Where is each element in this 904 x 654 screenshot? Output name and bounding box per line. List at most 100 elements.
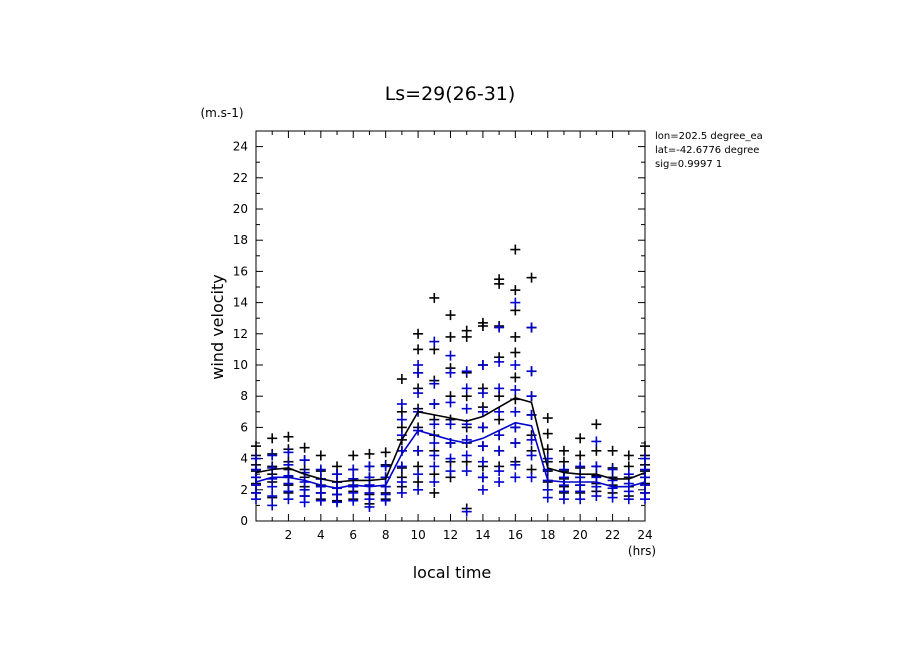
x-tick-label: 4 bbox=[317, 528, 325, 542]
chart-title: Ls=29(26-31) bbox=[385, 83, 516, 105]
black-data-point bbox=[445, 310, 456, 321]
black-data-point bbox=[380, 447, 391, 458]
y-tick-label: 16 bbox=[233, 264, 248, 278]
black-data-point bbox=[558, 445, 569, 456]
blue-data-point bbox=[364, 461, 375, 472]
black-data-point bbox=[461, 331, 472, 342]
blue-data-point bbox=[461, 383, 472, 394]
blue-data-point bbox=[267, 491, 278, 502]
blue-data-point bbox=[429, 378, 440, 389]
y-axis-label: wind velocity bbox=[208, 274, 227, 379]
blue-data-point bbox=[461, 450, 472, 461]
blue-data-point bbox=[526, 322, 537, 333]
blue-data-point bbox=[445, 453, 456, 464]
blue-data-point bbox=[494, 445, 505, 456]
black-data-point bbox=[251, 441, 261, 452]
blue-data-point bbox=[477, 360, 488, 370]
blue-data-point bbox=[283, 494, 294, 505]
black-data-point bbox=[413, 344, 424, 355]
y-unit-label: (m.s-1) bbox=[200, 106, 243, 120]
blue-data-point bbox=[623, 494, 634, 505]
black-data-point bbox=[510, 285, 521, 296]
x-tick-label: 18 bbox=[540, 528, 555, 542]
y-tick-label: 14 bbox=[233, 296, 248, 310]
black-data-point bbox=[510, 244, 521, 255]
black-data-point bbox=[267, 433, 278, 444]
y-tick-label: 10 bbox=[233, 358, 248, 372]
blue-data-point bbox=[267, 481, 278, 492]
blue-data-point bbox=[591, 461, 602, 472]
blue-data-point bbox=[299, 455, 310, 466]
blue-data-point bbox=[267, 500, 278, 511]
blue-data-point bbox=[396, 461, 407, 472]
black-data-point bbox=[542, 428, 553, 439]
blue-data-point bbox=[526, 472, 537, 483]
blue-data-point bbox=[461, 466, 472, 477]
blue-data-point bbox=[477, 472, 488, 483]
blue-data-point bbox=[429, 399, 440, 409]
annotation-block: lon=202.5 degree_ea lat=-42.6776 degree … bbox=[655, 131, 763, 170]
blue-data-point bbox=[251, 494, 261, 505]
black-data-point bbox=[640, 441, 650, 452]
blue-data-point bbox=[348, 464, 359, 475]
blue-data-point bbox=[607, 464, 618, 475]
blue-data-point bbox=[461, 403, 472, 414]
black-data-point bbox=[542, 413, 553, 424]
blue-data-point bbox=[494, 322, 505, 333]
black-data-point bbox=[510, 372, 521, 383]
blue-data-point bbox=[575, 494, 586, 505]
y-tick-label: 12 bbox=[233, 327, 248, 341]
blue-data-point bbox=[315, 464, 326, 475]
blue-data-point bbox=[477, 456, 488, 467]
blue-data-point bbox=[267, 462, 278, 473]
blue-data-point bbox=[510, 459, 521, 470]
x-tick-label: 8 bbox=[382, 528, 390, 542]
blue-data-point bbox=[445, 367, 456, 378]
blue-data-point bbox=[477, 422, 488, 433]
blue-data-point bbox=[575, 461, 586, 472]
blue-data-point bbox=[526, 391, 537, 402]
x-tick-label: 14 bbox=[475, 528, 490, 542]
blue-data-point bbox=[299, 497, 310, 508]
blue-data-point bbox=[494, 383, 505, 394]
blue-data-point bbox=[445, 397, 456, 408]
x-tick-label: 12 bbox=[443, 528, 458, 542]
black-data-point bbox=[429, 292, 440, 303]
x-tick-label: 6 bbox=[349, 528, 357, 542]
blue-data-point bbox=[542, 492, 553, 503]
blue-data-point bbox=[510, 406, 521, 417]
blue-data-point bbox=[364, 501, 375, 512]
axis-ticks: 2 4 6 8 10 12 14 16 18 20 22 2402468101214161820222… bbox=[233, 130, 653, 542]
blue-data-point bbox=[396, 477, 407, 487]
y-tick-label: 2 bbox=[240, 483, 248, 497]
blue-data-point bbox=[526, 366, 537, 377]
blue-data-point bbox=[542, 453, 553, 464]
annotation-lat: lat=-42.6776 degree bbox=[655, 145, 759, 156]
blue-data-point bbox=[380, 461, 391, 472]
blue-data-point bbox=[413, 445, 424, 456]
blue-data-point bbox=[283, 447, 294, 458]
blue-data-point bbox=[267, 450, 278, 461]
blue-data-point bbox=[429, 438, 440, 448]
blue-data-point bbox=[380, 495, 391, 506]
blue-data-point bbox=[461, 366, 472, 377]
blue-data-point bbox=[429, 450, 440, 461]
black-data-point bbox=[510, 331, 521, 342]
blue-data-point bbox=[413, 484, 424, 495]
blue-data-point bbox=[413, 388, 424, 399]
blue-data-point bbox=[623, 469, 634, 480]
x-tick-label: 10 bbox=[410, 528, 425, 542]
black-data-point bbox=[364, 448, 375, 459]
black-data-point bbox=[494, 278, 505, 289]
black-data-point bbox=[526, 272, 537, 283]
black-data-point bbox=[299, 442, 310, 453]
black-data-point bbox=[477, 321, 488, 331]
blue-data-point bbox=[494, 430, 505, 441]
blue-data-point bbox=[494, 406, 505, 417]
blue-data-point bbox=[445, 350, 456, 361]
x-tick-label: 24 bbox=[637, 528, 652, 542]
blue-data-point bbox=[510, 438, 521, 448]
blue-data-point bbox=[510, 384, 521, 395]
blue-data-point bbox=[413, 367, 424, 378]
